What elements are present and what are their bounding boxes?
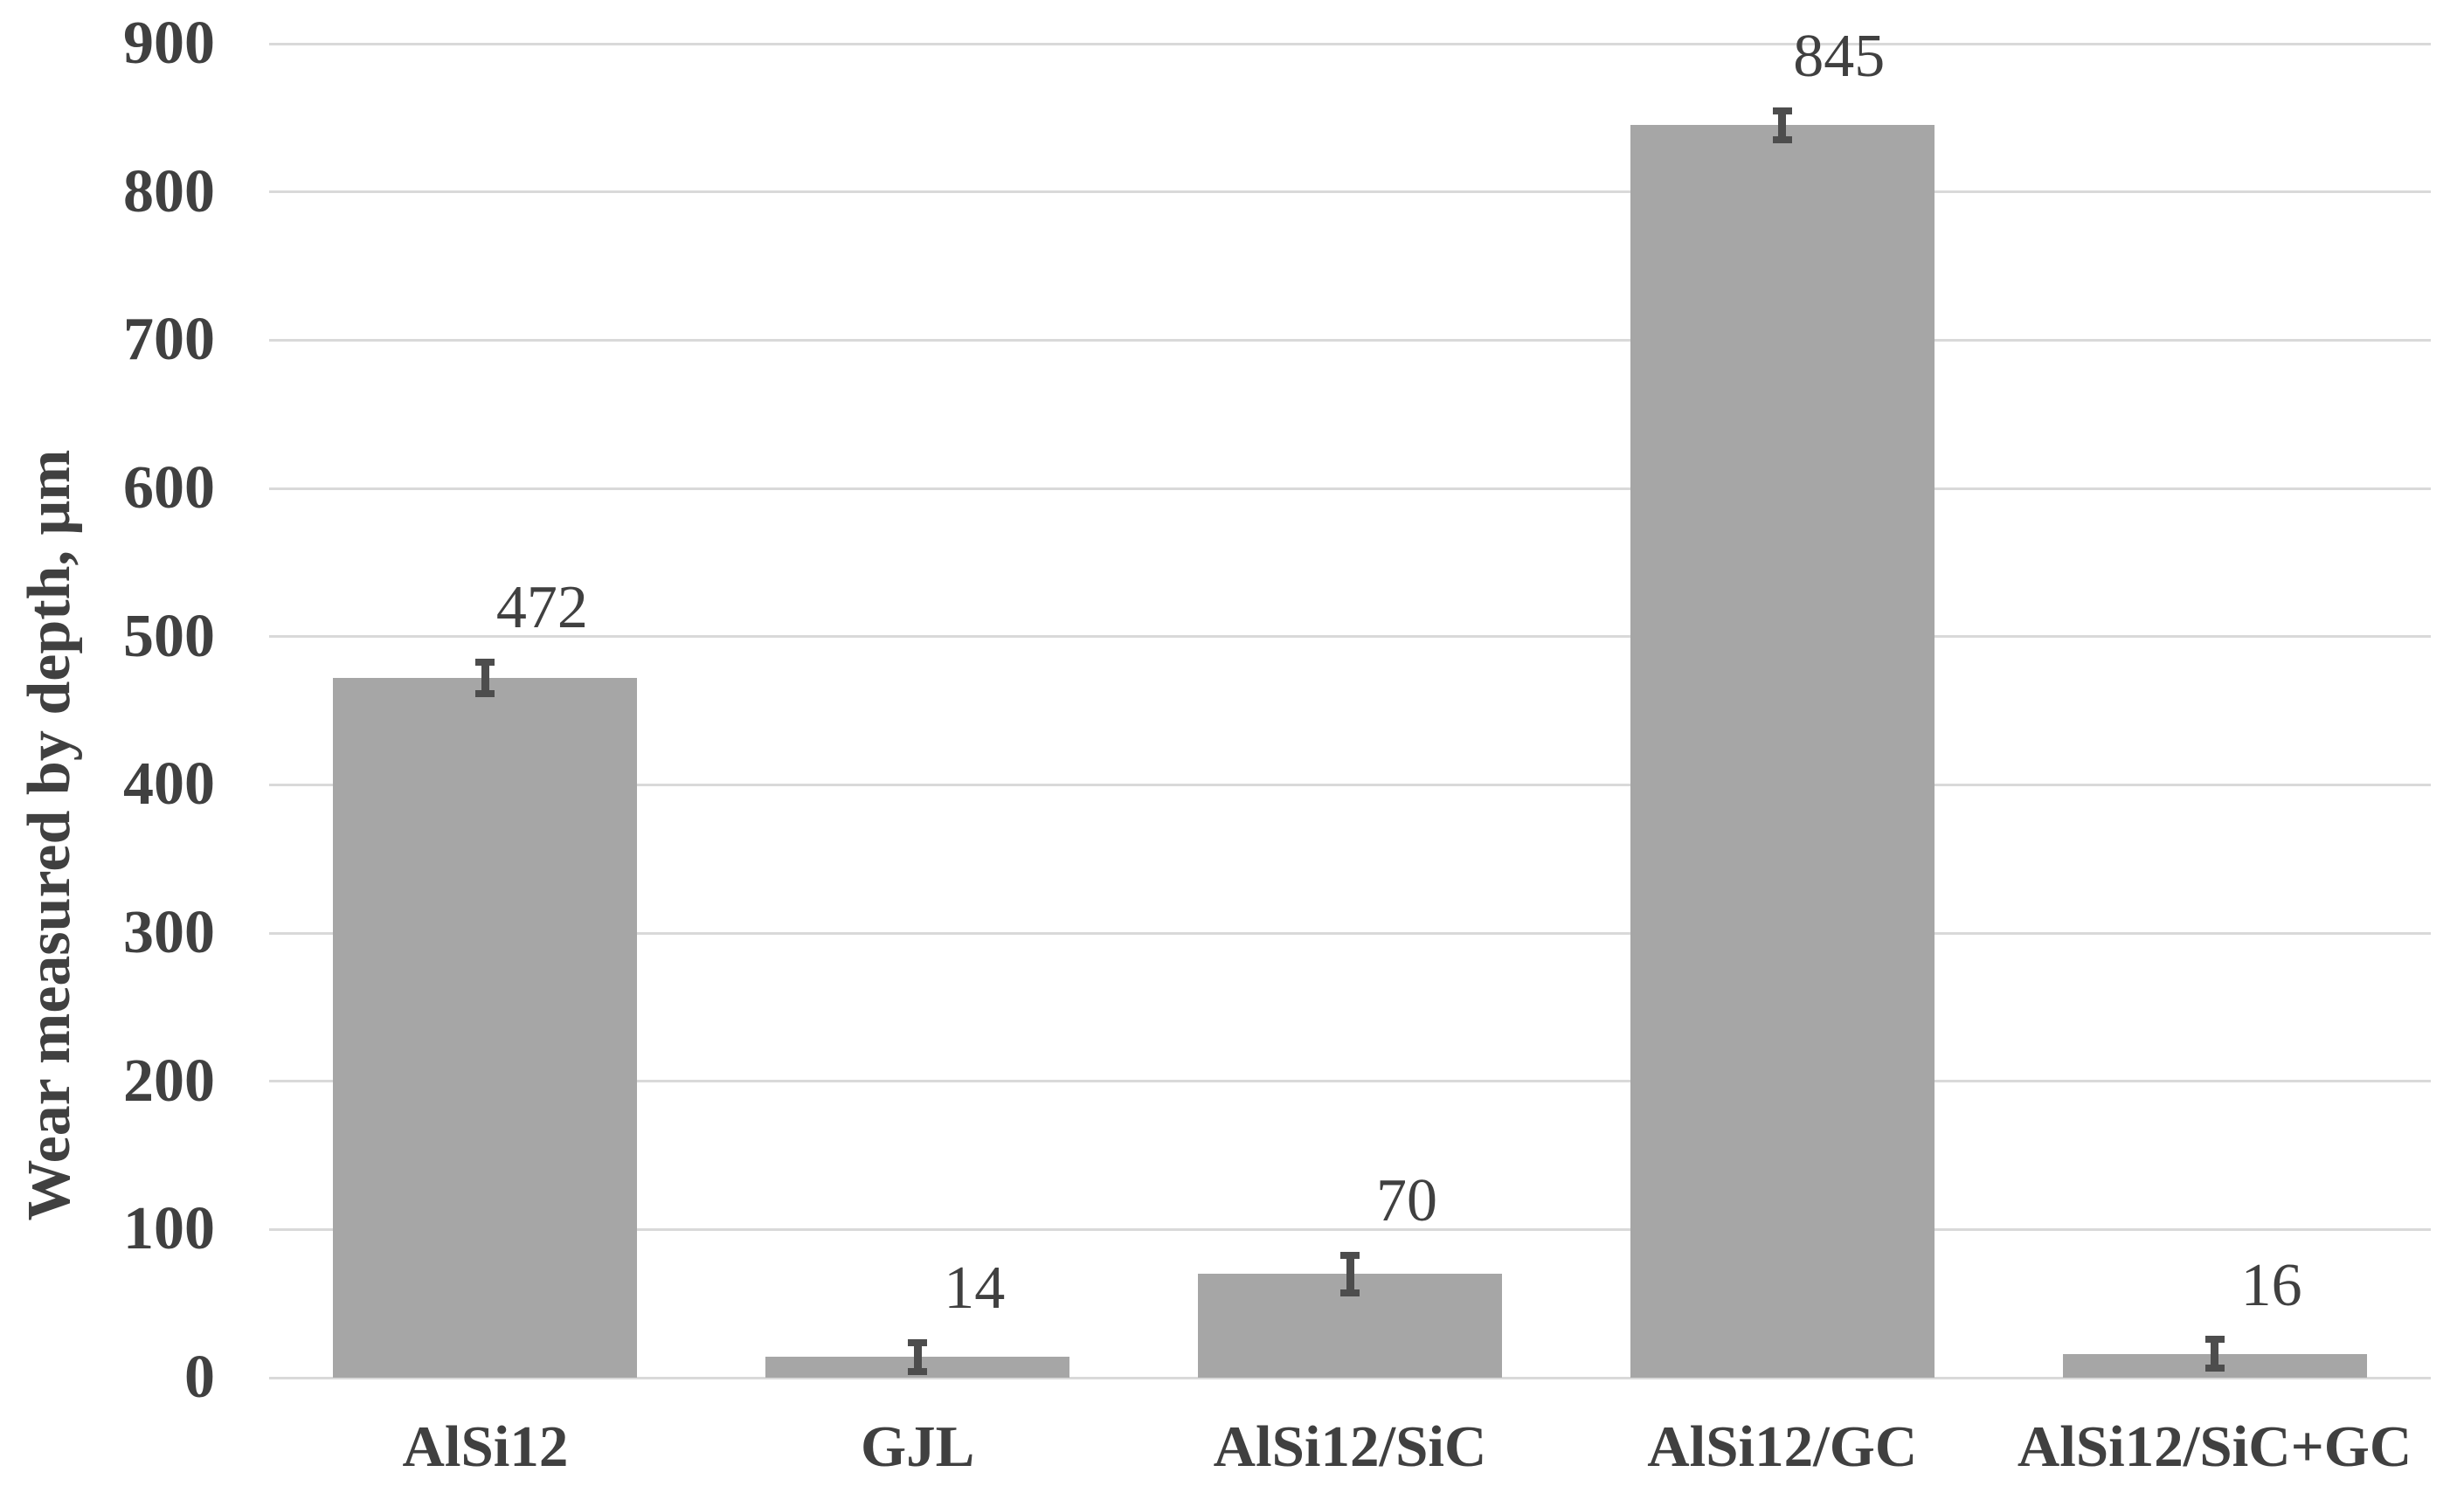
- y-tick-label-600: 600: [123, 454, 215, 522]
- x-category-label-AlSi12/SiC: AlSi12/SiC: [1213, 1414, 1487, 1479]
- y-tick-label-400: 400: [123, 750, 215, 819]
- gridline-600: [269, 487, 2431, 490]
- gridline-900: [269, 42, 2431, 45]
- error-bar-cap-bottom-AlSi12/SiC: [1340, 1289, 1360, 1296]
- bar-AlSi12/GC: [1630, 125, 1935, 1378]
- error-bar-cap-top-GJL: [908, 1338, 928, 1346]
- x-category-label-GJL: GJL: [861, 1414, 975, 1479]
- error-bar-cap-bottom-AlSi12: [475, 690, 495, 698]
- y-tick-label-0: 0: [184, 1344, 215, 1411]
- x-category-label-AlSi12: AlSi12: [402, 1414, 569, 1479]
- y-tick-label-200: 200: [123, 1047, 215, 1115]
- error-bar-cap-top-AlSi12/GC: [1772, 107, 1792, 114]
- error-bar-cap-bottom-GJL: [908, 1367, 928, 1375]
- error-bar-cap-top-AlSi12/SiC+GC: [2204, 1336, 2225, 1344]
- data-label-GJL: 14: [944, 1254, 1006, 1322]
- gridline-500: [269, 635, 2431, 639]
- error-bar-stem-AlSi12/GC: [1778, 107, 1787, 143]
- gridline-0: [269, 1376, 2431, 1379]
- y-tick-label-800: 800: [123, 157, 215, 225]
- gridline-100: [269, 1227, 2431, 1231]
- error-bar-cap-top-AlSi12/SiC: [1340, 1251, 1360, 1259]
- data-label-AlSi12/SiC+GC: 16: [2240, 1251, 2302, 1319]
- data-label-AlSi12: 472: [495, 574, 588, 642]
- y-tick-label-100: 100: [123, 1195, 215, 1263]
- gridline-300: [269, 931, 2431, 935]
- error-bar-stem-AlSi12/SiC+GC: [2211, 1336, 2219, 1372]
- gridline-800: [269, 190, 2431, 194]
- y-tick-label-700: 700: [123, 306, 215, 374]
- y-tick-label-500: 500: [123, 602, 215, 670]
- data-label-AlSi12/GC: 845: [1793, 22, 1886, 90]
- error-bar-cap-bottom-AlSi12/SiC+GC: [2204, 1365, 2225, 1372]
- gridline-200: [269, 1080, 2431, 1083]
- error-bar-stem-GJL: [913, 1338, 922, 1375]
- y-tick-label-900: 900: [123, 10, 215, 77]
- gridline-700: [269, 338, 2431, 342]
- error-bar-cap-top-AlSi12: [475, 659, 495, 667]
- y-tick-label-300: 300: [123, 899, 215, 966]
- x-category-label-AlSi12/GC: AlSi12/GC: [1647, 1414, 1918, 1479]
- error-bar-stem-AlSi12: [481, 659, 489, 698]
- gridline-400: [269, 783, 2431, 786]
- x-category-label-AlSi12/SiC+GC: AlSi12/SiC+GC: [2017, 1414, 2412, 1479]
- error-bar-stem-AlSi12/SiC: [1346, 1251, 1354, 1296]
- data-label-AlSi12/SiC: 70: [1376, 1166, 1437, 1234]
- error-bar-cap-bottom-AlSi12/GC: [1772, 135, 1792, 143]
- bar-AlSi12: [333, 678, 638, 1378]
